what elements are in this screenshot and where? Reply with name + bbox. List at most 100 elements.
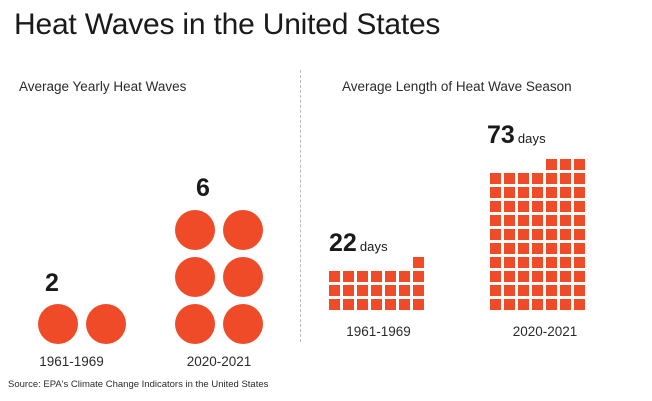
pictogram-square	[546, 159, 557, 170]
pictogram-square	[546, 229, 557, 240]
pictogram-square	[518, 271, 529, 282]
group-label-right-1961-1969: 1961-1969	[346, 324, 411, 339]
pictogram-square	[532, 299, 543, 310]
pictogram-square	[532, 201, 543, 212]
pictogram-square	[504, 187, 515, 198]
pictogram-cell-empty	[343, 257, 354, 268]
pictogram-square	[532, 271, 543, 282]
pictogram-square	[385, 285, 396, 296]
pictogram-square	[518, 257, 529, 268]
pictogram-square	[574, 229, 585, 240]
panel-subtitle-left: Average Yearly Heat Waves	[19, 79, 187, 94]
pictogram-square	[343, 271, 354, 282]
pictogram-square	[546, 201, 557, 212]
pictogram-square	[490, 299, 501, 310]
pictogram-square	[546, 299, 557, 310]
pictogram-square	[490, 187, 501, 198]
pictogram-square	[399, 299, 410, 310]
panel-divider	[300, 70, 301, 342]
pictogram-square	[357, 285, 368, 296]
pictogram-square	[518, 187, 529, 198]
pictogram-square	[518, 215, 529, 226]
value-unit: days	[517, 131, 546, 146]
pictogram-square	[560, 215, 571, 226]
pictogram-square	[504, 173, 515, 184]
square-grid-right-2020-2021	[490, 159, 585, 310]
pictogram-circle	[38, 304, 78, 344]
group-label-right-2020-2021: 2020-2021	[512, 324, 578, 339]
panel-average-length-of-heat-wave-season: Average Length of Heat Wave Season 22 day…	[300, 0, 652, 401]
pictogram-square	[546, 243, 557, 254]
group-right-2020-2021: 73 days 2020-2021	[475, 111, 615, 401]
pictogram-square	[574, 173, 585, 184]
pictogram-square	[532, 257, 543, 268]
value-number: 6	[196, 174, 210, 202]
pictogram-cell-empty	[385, 257, 396, 268]
pictogram-square	[532, 285, 543, 296]
pictogram-circle	[86, 304, 126, 344]
pictogram-square	[546, 215, 557, 226]
pictogram-square	[504, 243, 515, 254]
pictogram-square	[560, 271, 571, 282]
pictogram-square	[490, 173, 501, 184]
pictogram-square	[560, 285, 571, 296]
pictogram-square	[560, 173, 571, 184]
pictogram-square	[490, 229, 501, 240]
pictogram-square	[546, 257, 557, 268]
pictogram-square	[504, 257, 515, 268]
value-number: 73	[487, 121, 515, 149]
pictogram-square	[574, 187, 585, 198]
pictogram-square	[532, 187, 543, 198]
pictogram-square	[371, 285, 382, 296]
pictogram-square	[357, 271, 368, 282]
pictogram-square	[574, 215, 585, 226]
pictogram-cell-empty	[329, 257, 340, 268]
pictogram-circle	[223, 304, 263, 344]
pictogram-square	[518, 299, 529, 310]
pictogram-square	[371, 299, 382, 310]
pictogram-cell-empty	[532, 159, 543, 170]
pictogram-cell-empty	[518, 159, 529, 170]
pictogram-square	[532, 229, 543, 240]
panel-average-yearly-heat-waves: Average Yearly Heat Waves 2 1961-1969 6 …	[0, 0, 300, 401]
pictogram-square	[504, 271, 515, 282]
group-right-1961-1969: 22 days 1961-1969	[316, 171, 446, 401]
value-unit: days	[359, 239, 388, 254]
pictogram-square	[518, 243, 529, 254]
pictogram-square	[413, 257, 424, 268]
pictogram-square	[490, 215, 501, 226]
pictogram-square	[546, 187, 557, 198]
square-grid-right-1961-1969	[329, 257, 424, 310]
group-value-right-2020-2021: 73 days	[487, 123, 546, 148]
pictogram-square	[490, 285, 501, 296]
pictogram-square	[574, 201, 585, 212]
pictogram-square	[574, 257, 585, 268]
pictogram-cell-empty	[371, 257, 382, 268]
pictogram-square	[546, 173, 557, 184]
group-label-left-1961-1969: 1961-1969	[39, 354, 104, 369]
pictogram-square	[560, 257, 571, 268]
pictogram-square	[560, 201, 571, 212]
pictogram-square	[574, 243, 585, 254]
pictogram-square	[413, 271, 424, 282]
pictogram-square	[574, 285, 585, 296]
pictogram-square	[329, 299, 340, 310]
value-number: 22	[329, 229, 357, 257]
group-value-right-1961-1969: 22 days	[329, 231, 388, 256]
pictogram-cell-empty	[504, 159, 515, 170]
pictogram-circle	[223, 210, 263, 250]
pictogram-square	[413, 285, 424, 296]
pictogram-square	[574, 159, 585, 170]
dot-grid-left-1961-1969	[38, 304, 126, 344]
pictogram-square	[329, 271, 340, 282]
pictogram-square	[560, 159, 571, 170]
pictogram-square	[532, 215, 543, 226]
pictogram-square	[518, 229, 529, 240]
pictogram-square	[532, 243, 543, 254]
group-label-left-2020-2021: 2020-2021	[186, 354, 252, 369]
pictogram-square	[329, 285, 340, 296]
page-title: Heat Waves in the United States	[14, 8, 441, 41]
group-left-2020-2021: 6 2020-2021	[160, 141, 285, 401]
pictogram-square	[504, 299, 515, 310]
